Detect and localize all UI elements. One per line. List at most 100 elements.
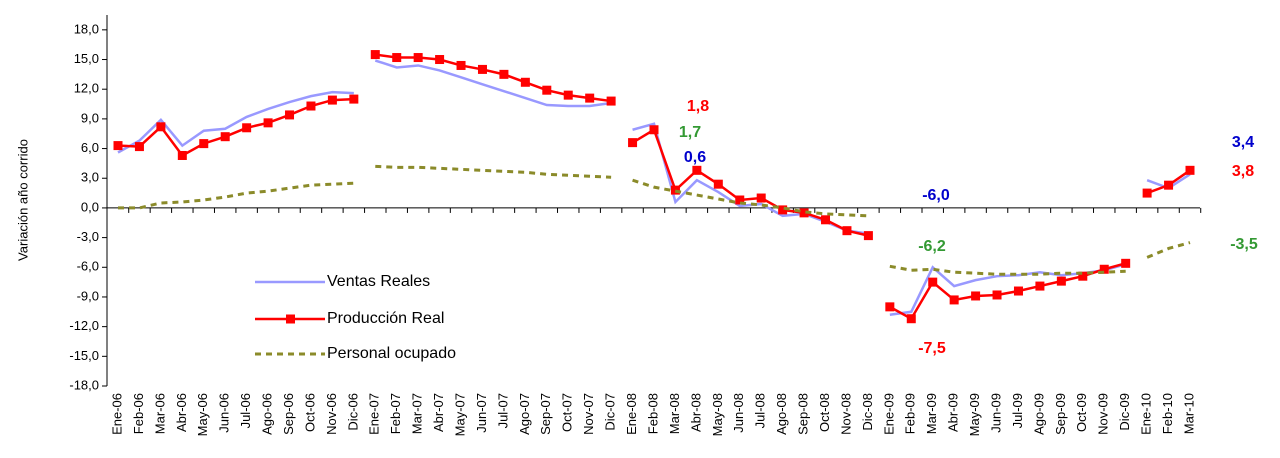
series-marker [821, 215, 831, 225]
annotation: -3,5 [1230, 236, 1258, 253]
x-tick-label: Oct-07 [560, 393, 575, 432]
series-marker [992, 290, 1002, 300]
series-marker [713, 179, 723, 189]
series-marker [349, 94, 359, 104]
series-marker [456, 60, 466, 70]
annotation: 3,8 [1232, 163, 1254, 180]
x-tick-label: Mar-09 [924, 393, 939, 434]
series-marker [1078, 271, 1088, 281]
series-marker [585, 93, 595, 103]
x-tick-label: Mar-10 [1181, 393, 1196, 434]
series-line [375, 164, 612, 179]
x-tick-label: Jul-09 [1010, 393, 1025, 428]
x-tick-label: May-06 [195, 393, 210, 436]
x-tick-label: Ago-08 [774, 393, 789, 435]
series-marker [1035, 281, 1045, 291]
series-marker [263, 118, 273, 128]
series-marker [863, 231, 873, 241]
series-marker [1185, 165, 1195, 175]
annotation: -7,5 [918, 340, 946, 357]
x-tick-label: May-07 [452, 393, 467, 436]
series-marker [778, 205, 788, 215]
series-marker [220, 132, 230, 142]
y-tick-label: -18,0 [69, 377, 99, 392]
x-tick-label: Sep-09 [1053, 393, 1068, 435]
x-tick-label: Mar-08 [667, 393, 682, 434]
series-marker [199, 139, 209, 149]
series-marker [392, 53, 402, 63]
legend-marker [286, 314, 295, 324]
y-tick-label: -15,0 [69, 348, 99, 363]
series-marker [177, 150, 187, 160]
x-tick-label: Feb-07 [388, 393, 403, 434]
series-marker [928, 277, 938, 287]
y-tick-label: 12,0 [74, 81, 99, 96]
series-marker [435, 55, 445, 65]
series-marker [1164, 180, 1174, 190]
x-tick-label: Abr-08 [688, 393, 703, 432]
series-marker [327, 95, 337, 105]
x-tick-label: Oct-08 [817, 393, 832, 432]
x-tick-label: Feb-08 [645, 393, 660, 434]
series-marker [542, 85, 552, 95]
x-tick-label: Sep-07 [538, 393, 553, 435]
y-tick-label: 0,0 [81, 199, 99, 214]
y-tick-label: 15,0 [74, 51, 99, 66]
series-marker [499, 69, 509, 79]
x-tick-label: Sep-06 [281, 393, 296, 435]
series-marker [477, 64, 487, 74]
y-tick-label: -3,0 [77, 229, 99, 244]
x-tick-label: Oct-09 [1074, 393, 1089, 432]
series-marker [971, 291, 981, 301]
x-tick-label: Abr-07 [431, 393, 446, 432]
y-tick-label: 9,0 [81, 110, 99, 125]
x-tick-label: Ene-09 [881, 393, 896, 435]
x-tick-label: Sep-08 [796, 393, 811, 435]
series-marker [906, 314, 916, 324]
x-tick-label: Ene-10 [1139, 393, 1154, 435]
x-tick-label: Jun-09 [988, 393, 1003, 433]
series-marker [113, 141, 123, 151]
series-marker [649, 125, 659, 135]
y-tick-label: -6,0 [77, 259, 99, 274]
x-tick-label: Nov-07 [581, 393, 596, 435]
x-tick-label: Jun-07 [474, 393, 489, 433]
series-marker [799, 208, 809, 218]
x-tick-label: Ago-09 [1031, 393, 1046, 435]
x-tick-label: Nov-06 [324, 393, 339, 435]
x-tick-label: Ene-06 [109, 393, 124, 435]
series-marker [306, 101, 316, 111]
series-marker [413, 53, 423, 63]
y-tick-label: 6,0 [81, 140, 99, 155]
series-line [631, 127, 869, 237]
series-line [1146, 241, 1191, 259]
series-marker [1013, 286, 1023, 296]
x-tick-label: Ene-07 [367, 393, 382, 435]
y-tick-label: -9,0 [77, 288, 99, 303]
x-tick-label: Abr-09 [946, 393, 961, 432]
y-tick-label: 3,0 [81, 170, 99, 185]
annotation: -6,0 [922, 187, 950, 204]
x-tick-label: Jun-06 [217, 393, 232, 433]
x-tick-label: Ene-08 [624, 393, 639, 435]
series-marker [1099, 264, 1109, 274]
series-line [632, 122, 869, 235]
x-tick-label: Dic-06 [345, 393, 360, 431]
x-tick-label: Mar-06 [152, 393, 167, 434]
legend-label: Personal ocupado [327, 345, 456, 362]
x-tick-label: Feb-10 [1160, 393, 1175, 434]
annotation: -6,2 [918, 238, 946, 255]
x-tick-label: Feb-06 [131, 393, 146, 434]
x-tick-label: Nov-08 [838, 393, 853, 435]
x-tick-label: Jul-06 [238, 393, 253, 428]
series-marker [242, 123, 252, 133]
x-tick-label: May-09 [967, 393, 982, 436]
x-tick-label: Abr-06 [174, 393, 189, 432]
x-tick-label: Oct-06 [302, 393, 317, 432]
annotation: 1,8 [687, 98, 709, 115]
series-marker [756, 193, 766, 203]
y-axis-label: Variación año corrido [15, 139, 30, 261]
series-marker [692, 165, 702, 175]
